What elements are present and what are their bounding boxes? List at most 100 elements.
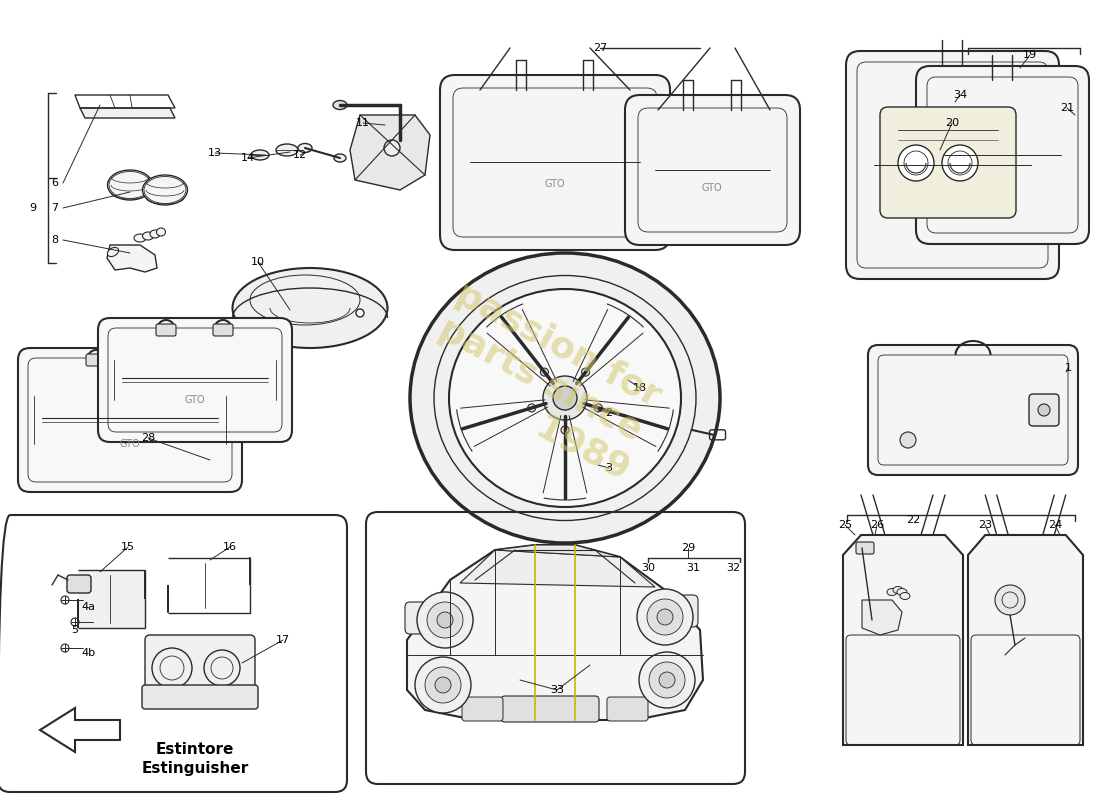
Circle shape: [647, 599, 683, 635]
Text: 11: 11: [356, 118, 370, 128]
Ellipse shape: [334, 154, 346, 162]
Ellipse shape: [887, 589, 896, 595]
FancyBboxPatch shape: [650, 595, 699, 627]
Text: 4b: 4b: [81, 648, 95, 658]
Circle shape: [594, 404, 603, 412]
FancyBboxPatch shape: [625, 95, 800, 245]
Circle shape: [1038, 404, 1050, 416]
Circle shape: [427, 602, 463, 638]
Text: 27: 27: [593, 43, 607, 53]
Ellipse shape: [143, 175, 187, 205]
FancyBboxPatch shape: [440, 75, 670, 250]
FancyBboxPatch shape: [880, 107, 1016, 218]
FancyBboxPatch shape: [405, 602, 453, 634]
Text: 1: 1: [1065, 363, 1071, 373]
Ellipse shape: [410, 253, 720, 543]
Ellipse shape: [134, 234, 146, 242]
Text: 30: 30: [641, 563, 654, 573]
Polygon shape: [78, 570, 145, 628]
FancyBboxPatch shape: [213, 324, 233, 336]
Text: 15: 15: [121, 542, 135, 552]
Polygon shape: [843, 535, 962, 745]
Ellipse shape: [108, 170, 153, 200]
Text: 8: 8: [52, 235, 58, 245]
Circle shape: [996, 585, 1025, 615]
Text: 25: 25: [838, 520, 853, 530]
Polygon shape: [40, 708, 120, 752]
Text: 26: 26: [870, 520, 884, 530]
Circle shape: [437, 612, 453, 628]
Polygon shape: [107, 245, 157, 272]
Circle shape: [543, 376, 587, 420]
Ellipse shape: [893, 586, 903, 594]
Text: 6: 6: [52, 178, 58, 188]
Circle shape: [415, 657, 471, 713]
Circle shape: [659, 672, 675, 688]
FancyBboxPatch shape: [98, 318, 292, 442]
Text: 14: 14: [241, 153, 255, 163]
Ellipse shape: [276, 144, 298, 156]
FancyBboxPatch shape: [153, 354, 173, 366]
Text: 20: 20: [945, 118, 959, 128]
Text: 31: 31: [686, 563, 700, 573]
Text: 3: 3: [605, 463, 613, 473]
Circle shape: [898, 145, 934, 181]
Circle shape: [637, 589, 693, 645]
Text: 33: 33: [550, 685, 564, 695]
Ellipse shape: [150, 230, 160, 238]
Ellipse shape: [900, 593, 910, 599]
Text: 18: 18: [632, 383, 647, 393]
Polygon shape: [350, 115, 430, 190]
Polygon shape: [407, 545, 703, 720]
FancyBboxPatch shape: [916, 66, 1089, 244]
Circle shape: [900, 432, 916, 448]
Circle shape: [540, 368, 549, 376]
Circle shape: [425, 667, 461, 703]
Text: 9: 9: [30, 203, 36, 213]
Text: 22: 22: [906, 515, 920, 525]
Text: 16: 16: [223, 542, 236, 552]
Text: 12: 12: [293, 150, 307, 160]
Circle shape: [553, 386, 578, 410]
Ellipse shape: [251, 150, 270, 160]
Circle shape: [942, 145, 978, 181]
Text: 4a: 4a: [81, 602, 95, 612]
FancyBboxPatch shape: [500, 696, 600, 722]
Circle shape: [561, 426, 569, 434]
Text: GTO: GTO: [185, 395, 206, 405]
Polygon shape: [460, 550, 654, 587]
Text: 17: 17: [276, 635, 290, 645]
Text: 21: 21: [1060, 103, 1074, 113]
Circle shape: [639, 652, 695, 708]
FancyBboxPatch shape: [1028, 394, 1059, 426]
Text: 7: 7: [52, 203, 58, 213]
Ellipse shape: [333, 101, 346, 110]
Text: 34: 34: [953, 90, 967, 100]
Polygon shape: [968, 535, 1084, 745]
Polygon shape: [80, 108, 175, 118]
Ellipse shape: [298, 143, 312, 153]
Text: 5: 5: [72, 625, 78, 635]
FancyBboxPatch shape: [142, 685, 258, 709]
FancyBboxPatch shape: [145, 635, 255, 700]
Text: 13: 13: [208, 148, 222, 158]
Text: 10: 10: [251, 257, 265, 267]
Text: 24: 24: [1048, 520, 1063, 530]
Ellipse shape: [232, 268, 387, 348]
Text: 32: 32: [726, 563, 740, 573]
Text: 28: 28: [141, 433, 155, 443]
Circle shape: [649, 662, 685, 698]
Text: GTO: GTO: [120, 439, 141, 449]
Polygon shape: [862, 600, 902, 635]
Ellipse shape: [108, 247, 119, 257]
Text: GTO: GTO: [702, 183, 723, 193]
FancyBboxPatch shape: [18, 348, 242, 492]
Text: 29: 29: [681, 543, 695, 553]
Circle shape: [657, 609, 673, 625]
FancyBboxPatch shape: [856, 542, 875, 554]
Ellipse shape: [395, 132, 405, 148]
Text: Estinguisher: Estinguisher: [142, 761, 249, 775]
FancyBboxPatch shape: [156, 324, 176, 336]
FancyBboxPatch shape: [462, 697, 503, 721]
Circle shape: [356, 309, 364, 317]
